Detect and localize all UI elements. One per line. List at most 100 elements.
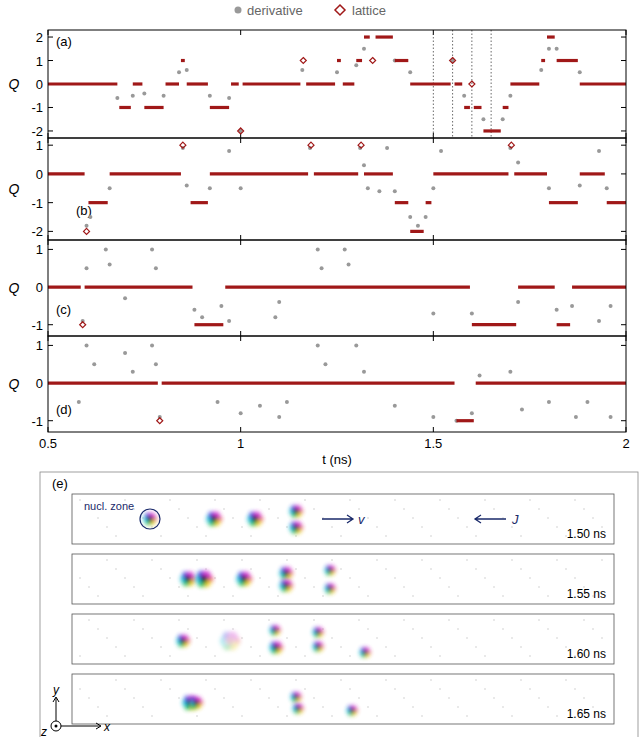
spin-dot [394,577,396,579]
spin-dot [241,637,243,639]
axis-name: x [103,720,111,734]
spin-dot [304,655,306,657]
spin-dot [367,628,369,630]
axes-icon: xyz [40,683,111,737]
x-axis-arrow [56,723,101,729]
spin-dot [223,508,225,510]
spin-dot [331,559,333,561]
lattice-segment [580,82,626,85]
spin-dot [178,697,180,699]
derivative-point [277,300,281,304]
spin-dot [547,517,549,519]
spin-dot [178,586,180,588]
derivative-point [362,163,366,167]
y-tick-label: -1 [31,100,43,115]
lattice-segment [455,82,463,85]
derivative-point [108,262,112,266]
x-tick [433,240,434,245]
spin-dot [385,679,387,681]
derivative-point [92,362,96,366]
lattice-segment [133,82,143,85]
spin-dot [268,586,270,588]
spin-dot [439,499,441,501]
spin-dot [223,586,225,588]
spin-dot [520,568,522,570]
spin-dot [331,715,333,717]
spin-dot [286,637,288,639]
y-tick-label: 1 [36,338,43,353]
spin-dot [277,517,279,519]
spin-dot [340,679,342,681]
spin-dot [124,577,126,579]
skyrmion-core [211,516,217,522]
snapshot-panel: (e)1.50 nsnucl. zonevJ1.55 ns1.60 ns1.65… [40,472,638,737]
panel: -1010.511.52Qt (ns)(d) [9,336,630,467]
spin-dot [97,628,99,630]
spin-dot [115,679,117,681]
lattice-segment [356,59,362,62]
spin-dot [259,577,261,579]
y-tick [621,345,626,346]
y-tick [48,345,53,346]
lattice-segment [456,419,473,422]
spin-dot [358,586,360,588]
spin-dot [466,559,468,561]
y-tick [48,231,53,232]
derivative-point [115,96,119,100]
x-tick [240,235,241,240]
derivative-point [88,215,92,219]
spin-dot [268,697,270,699]
spin-dot [394,655,396,657]
legend-marker [335,5,345,15]
derivative-point [77,400,81,404]
spin-dot [367,706,369,708]
derivative-point [192,308,196,312]
spin-dot [214,688,216,690]
skyrmion-core [273,628,278,633]
skyrmion [269,641,282,653]
derivative-point [585,400,589,404]
spin-dot [187,517,189,519]
skyrmion [313,642,324,652]
lattice-point [358,142,364,148]
y-axis-label: Q [9,376,20,392]
spin-dot [187,595,189,597]
spin-dot [421,526,423,528]
spin-dot [376,637,378,639]
derivative-point [142,91,146,95]
spin-dot [133,619,135,621]
derivative-point [609,304,613,308]
lattice-segment [464,106,470,109]
panel-label: (e) [52,476,68,491]
spin-dot [511,559,513,561]
lattice-segment [557,323,570,326]
lattice-segment [580,172,605,175]
spin-dot [196,559,198,561]
spin-dot [457,628,459,630]
spin-dot [457,517,459,519]
x-axis-label: t (ns) [322,452,352,467]
spin-dot [430,568,432,570]
skyrmion-core [200,575,207,582]
lattice-segment [607,201,626,204]
skyrmion [279,567,292,579]
derivative-point [408,215,412,219]
spin-dot [232,706,234,708]
y-tick [48,324,53,325]
skyrmion-core [273,645,278,650]
snapshot: 1.60 ns [72,614,614,664]
spin-dot [538,586,540,588]
plot-frame [48,240,626,336]
spin-dot [295,646,297,648]
lattice-segment [210,106,229,109]
spin-dot [493,619,495,621]
spin-dot [205,646,207,648]
skyrmion [279,580,292,592]
spin-dot [223,619,225,621]
derivative-point [316,343,320,347]
derivative-point [431,186,435,190]
y-tick [621,145,626,146]
x-tick-label: 1.5 [424,436,442,451]
spin-dot [583,697,585,699]
skyrmion [195,571,213,587]
